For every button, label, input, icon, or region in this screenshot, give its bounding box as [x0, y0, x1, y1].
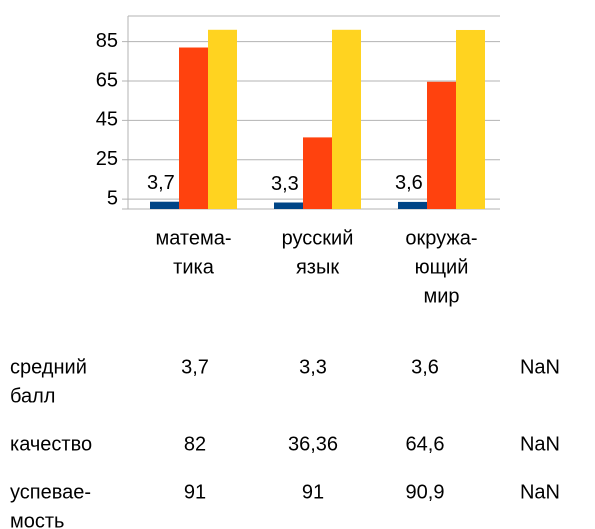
- row-label: успевае-: [10, 481, 91, 503]
- bar: [398, 201, 427, 209]
- table-cell: 3,3: [299, 356, 327, 378]
- bar: [150, 201, 179, 209]
- table-cell: NaN: [520, 433, 560, 455]
- row-label: мость: [10, 510, 64, 529]
- table-cell: 82: [184, 433, 206, 455]
- table-cell: 91: [302, 481, 324, 503]
- row-label: качество: [10, 433, 92, 455]
- y-tick-label: 65: [96, 69, 118, 91]
- y-tick-label: 85: [96, 30, 118, 52]
- bar: [427, 81, 456, 209]
- table-cell: 3,7: [181, 356, 209, 378]
- table-cell: 91: [184, 481, 206, 503]
- x-tick-label: матема-: [155, 227, 231, 249]
- data-label: 3,7: [147, 172, 175, 194]
- bar: [303, 137, 332, 209]
- table-cell: 90,9: [406, 481, 445, 503]
- table-cell: 64,6: [406, 433, 445, 455]
- row-label: средний: [10, 356, 87, 378]
- data-label: 3,6: [395, 172, 423, 194]
- x-tick-label: мир: [423, 285, 459, 307]
- table-cell: NaN: [520, 481, 560, 503]
- y-tick-label: 5: [107, 187, 118, 209]
- bar: [274, 202, 303, 209]
- table-cell: 3,6: [411, 356, 439, 378]
- x-tick-label: язык: [296, 256, 339, 278]
- x-tick-label: ющий: [415, 256, 469, 278]
- row-label: балл: [10, 385, 55, 407]
- table-cell: 36,36: [288, 433, 338, 455]
- x-tick-label: окружа-: [405, 227, 477, 249]
- bar: [332, 29, 361, 209]
- bar: [456, 29, 485, 210]
- x-tick-label: тика: [173, 256, 215, 278]
- data-label: 3,3: [271, 173, 299, 195]
- table-cell: NaN: [520, 356, 560, 378]
- y-tick-label: 45: [96, 109, 118, 131]
- bar: [208, 29, 237, 209]
- x-tick-label: русский: [282, 227, 354, 249]
- bar: [179, 47, 208, 209]
- y-tick-label: 25: [96, 148, 118, 170]
